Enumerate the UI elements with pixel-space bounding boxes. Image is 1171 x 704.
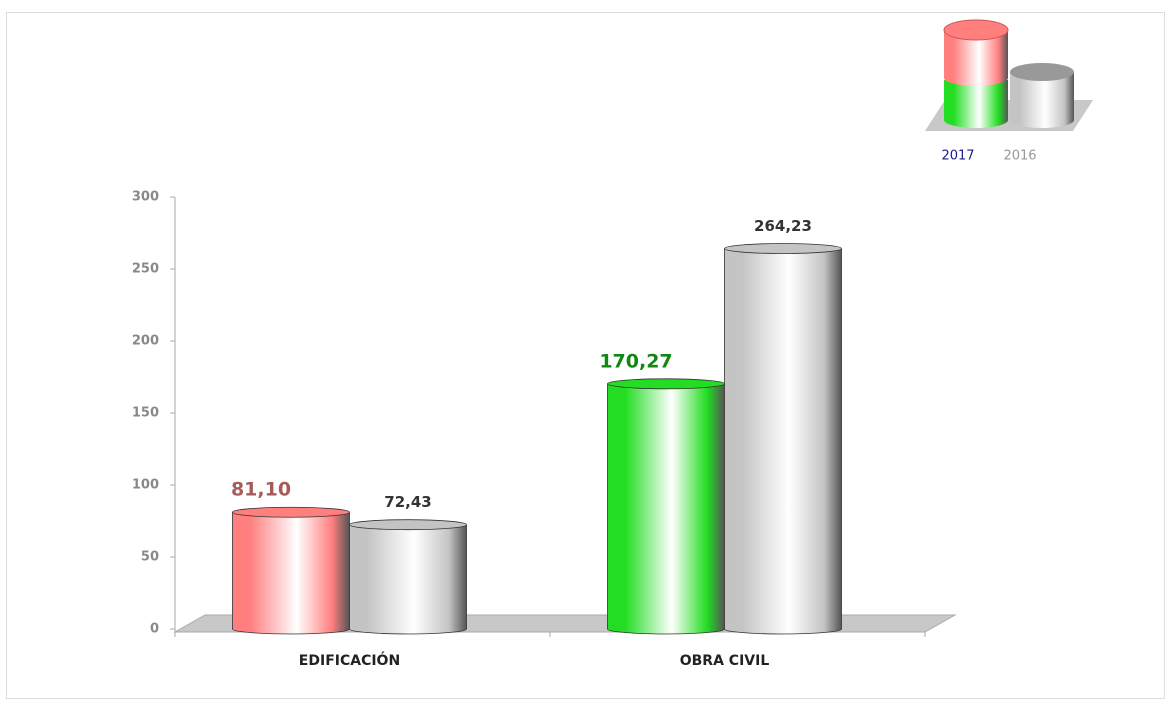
bar-top: [232, 506, 350, 518]
y-tick-label: 150: [132, 406, 159, 421]
legend-swatch: [944, 70, 1008, 86]
y-tick-label: 100: [132, 478, 159, 493]
y-tick-label: 250: [132, 262, 159, 277]
y-tick-label: 300: [132, 190, 159, 205]
bar: [724, 248, 842, 630]
legend-swatch: [943, 19, 1009, 41]
legend-label: 2017: [941, 149, 974, 164]
value-label: 170,27: [599, 350, 672, 372]
bar: [349, 524, 467, 629]
bar: [232, 512, 350, 629]
bar-top: [607, 378, 725, 390]
y-tick-label: 200: [132, 334, 159, 349]
value-label: 264,23: [754, 217, 812, 235]
legend-label: 2016: [1003, 149, 1036, 164]
x-tick-label: EDIFICACIÓN: [299, 651, 400, 669]
bar-top: [724, 243, 842, 254]
bar-top: [349, 519, 467, 531]
y-tick-label: 50: [141, 550, 159, 565]
bar: [607, 383, 725, 629]
value-label: 81,10: [231, 479, 291, 501]
legend-swatch: [1010, 63, 1074, 81]
x-tick-label: OBRA CIVIL: [680, 653, 770, 669]
value-label: 72,43: [384, 493, 431, 511]
legend-swatch: [944, 112, 1008, 128]
legend-swatch: [1010, 112, 1074, 128]
y-tick-label: 0: [150, 622, 159, 637]
